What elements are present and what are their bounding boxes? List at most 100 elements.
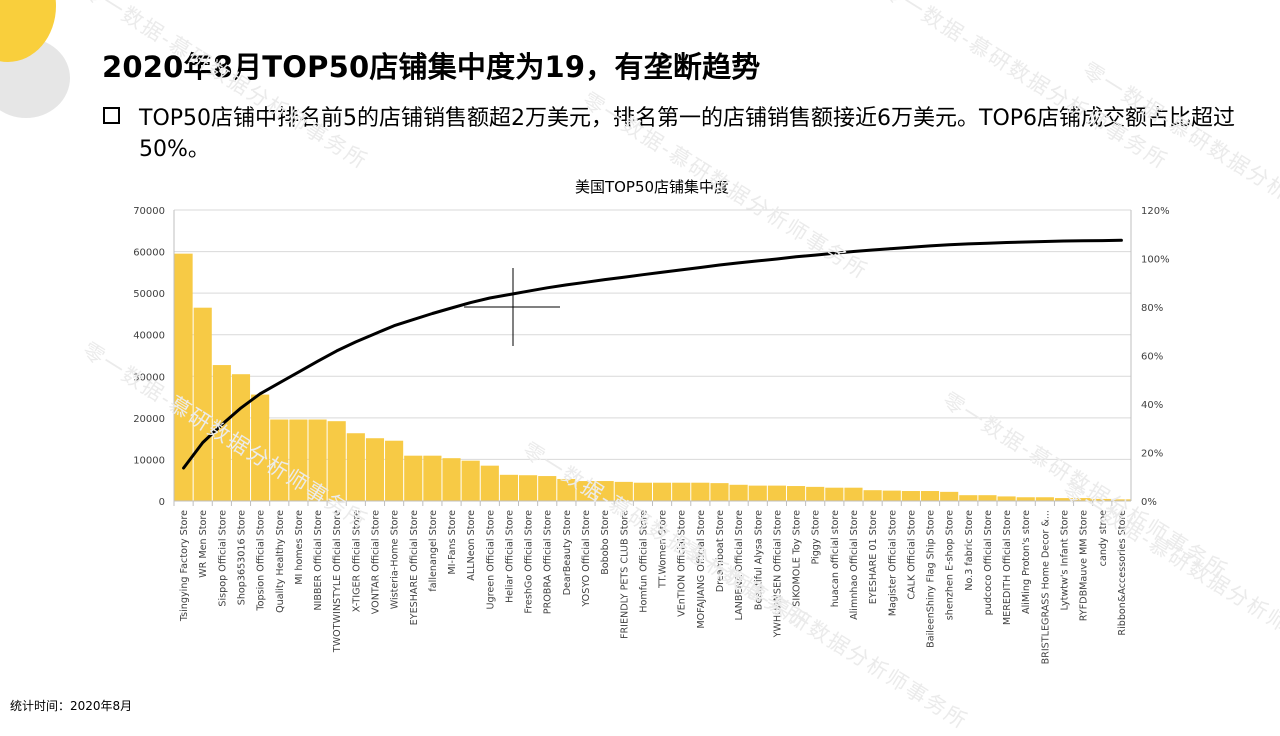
x-tick-label: Ugreen Official Store xyxy=(485,510,496,610)
x-tick-label: Tsingying Factory Store xyxy=(179,510,190,622)
bar xyxy=(1054,498,1074,501)
x-tick-label: Alimnhao Official Store xyxy=(849,510,860,620)
y-tick-label: 70000 xyxy=(133,206,165,217)
bar xyxy=(1112,499,1131,501)
x-tick-label: MI-Fans Store xyxy=(447,510,458,575)
y2-tick-label: 60% xyxy=(1141,352,1163,363)
bar xyxy=(844,487,863,501)
cumulative-line xyxy=(182,238,1123,470)
bar xyxy=(672,482,691,501)
x-tick-label: pudcoco Official Store xyxy=(983,510,994,615)
bar xyxy=(710,483,729,501)
slide-title: 2020年8月TOP50店铺集中度为19，有垄断趋势 xyxy=(102,50,761,84)
bar xyxy=(806,486,825,501)
x-tick-label: EYESHARE Official Store xyxy=(409,510,420,625)
bar xyxy=(1035,497,1054,501)
bar xyxy=(499,474,519,501)
x-tick-label: AliMing Proton's store xyxy=(1021,510,1032,614)
bar xyxy=(404,455,423,501)
bar xyxy=(691,482,710,501)
bar xyxy=(327,421,346,501)
y-tick-label: 20000 xyxy=(133,414,165,425)
bar xyxy=(1093,498,1112,501)
y-axis-ticks: 0 10000 20000 30000 40000 50000 60000 70000 xyxy=(133,206,165,508)
x-tick-label: FreshGo Official Store xyxy=(524,510,535,614)
bar xyxy=(365,438,385,501)
x-tick-label: Magister Official Store xyxy=(887,510,898,616)
checkbox-bullet-icon xyxy=(103,107,120,124)
bar xyxy=(385,440,404,501)
x-tick-label: Quality Healthy Store xyxy=(275,510,286,613)
x-tick-label: huacan official store xyxy=(830,510,841,607)
pareto-chart: 美国TOP50店铺集中度 0 10000 20000 30000 40000 50000 6… xyxy=(133,178,1170,664)
x-tick-label: Sispop Official Store xyxy=(217,510,228,607)
bar xyxy=(825,487,844,501)
x-tick-label: Lytwtw's Infant Store xyxy=(1060,510,1071,611)
x-tick-label: LANBENA Official Store xyxy=(734,510,745,621)
bar xyxy=(174,253,193,501)
bar xyxy=(863,490,882,501)
bar xyxy=(940,491,959,501)
x-tick-label: Dreamboat Store xyxy=(715,510,726,592)
x-tick-label: RYFDBMauve MM Store xyxy=(1079,510,1090,621)
bar xyxy=(997,496,1016,501)
bar xyxy=(882,490,901,501)
bar xyxy=(289,419,308,501)
x-axis-labels: Tsingying Factory Store WR Men Store Sispo… xyxy=(179,510,1128,664)
bar xyxy=(767,485,786,501)
y-tick-label: 30000 xyxy=(133,372,165,383)
bar xyxy=(193,307,212,501)
x-tick-label: PROBRA Official Store xyxy=(543,510,554,614)
x-tick-label: YWHUANSEN Official Store xyxy=(772,510,783,639)
bar xyxy=(346,433,365,501)
y2-tick-label: 120% xyxy=(1141,206,1170,217)
cumulative-percentage-line xyxy=(182,238,1123,470)
y2-tick-label: 0% xyxy=(1141,497,1157,508)
x-tick-label: Shop3653016 Store xyxy=(236,510,247,605)
x-tick-label: Beautiful Alysa Store xyxy=(753,510,764,610)
y-tick-label: 50000 xyxy=(133,289,165,300)
x-tick-label: EYESHARE 01 Store xyxy=(868,510,879,604)
x-tick-label: BRISTLEGRASS Home Decor &... xyxy=(1040,510,1051,664)
bar xyxy=(557,478,576,501)
bar xyxy=(576,481,595,501)
bar xyxy=(978,495,997,501)
chart-title: 美国TOP50店铺集中度 xyxy=(575,178,729,196)
x-tick-label: Heliar Official Store xyxy=(504,510,515,603)
x-tick-label: ALLNeon Store xyxy=(466,510,477,581)
y-tick-label: 40000 xyxy=(133,331,165,342)
bar xyxy=(1016,497,1035,501)
x-tick-label: candy stroe xyxy=(1098,510,1109,566)
bar xyxy=(519,475,538,501)
x-tick-label: X-TIGER Official Store xyxy=(351,510,362,612)
x-tick-label: VEnTION Official Store xyxy=(677,510,688,617)
bullet-point: TOP50店铺中排名前5的店铺销售额超2万美元，排名第一的店铺销售额接近6万美元… xyxy=(103,103,1263,165)
x-tick-label: YOSYO Official Store xyxy=(581,510,592,608)
y-tick-label: 10000 xyxy=(133,455,165,466)
x-tick-label: shenzhen E-shop Store xyxy=(945,510,956,620)
y2-tick-label: 80% xyxy=(1141,303,1163,314)
x-tick-label: Ribbon&Accessories Store xyxy=(1117,510,1128,636)
y2-tick-label: 40% xyxy=(1141,400,1163,411)
y2-axis-ticks: 0% 20% 40% 60% 80% 100% 120% xyxy=(1141,206,1170,508)
x-tick-label: FRIENDLY PETS CLUB Store xyxy=(619,510,630,639)
bar xyxy=(212,365,231,501)
x-tick-label: DearBeauty Store xyxy=(562,510,573,595)
bar xyxy=(614,481,633,501)
bar xyxy=(633,482,652,501)
bar xyxy=(461,460,480,501)
bar xyxy=(595,481,614,501)
crosshair-cursor-icon xyxy=(464,268,560,346)
bar xyxy=(480,465,499,501)
x-tick-label: SIKOMOLE Toy Store xyxy=(792,510,803,607)
x-tick-label: Piggy Store xyxy=(811,510,822,565)
bar xyxy=(308,419,327,501)
x-tick-label: TWOTWINSTYLE Official Store xyxy=(332,510,343,653)
x-tick-label: WR Men Store xyxy=(198,510,209,578)
bar xyxy=(1074,498,1093,501)
bar xyxy=(748,485,767,501)
x-tick-label: fallenangel Store xyxy=(428,510,439,592)
x-tick-label: MI homes Store xyxy=(294,510,305,585)
y2-tick-label: 20% xyxy=(1141,449,1163,460)
x-tick-label: BaileenShiny Flag Ship Store xyxy=(926,510,937,648)
